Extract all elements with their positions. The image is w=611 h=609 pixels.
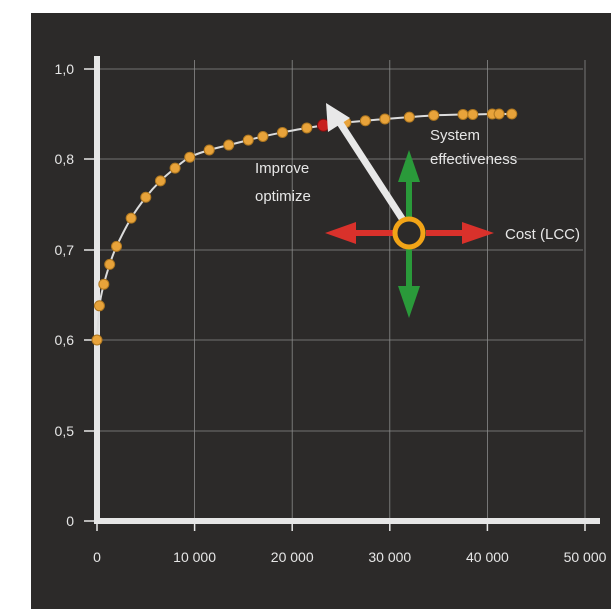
cost-arrow-left-head xyxy=(325,222,356,244)
improve-arrow-shaft xyxy=(337,121,406,222)
cost-label: Cost (LCC) xyxy=(505,226,580,243)
y-tick-label: 1,0 xyxy=(55,61,75,77)
data-point xyxy=(467,108,479,120)
optimize-label: optimize xyxy=(255,188,311,205)
x-tick-label: 10 000 xyxy=(173,549,216,565)
x-tick-label: 40 000 xyxy=(466,549,509,565)
x-tick-label: 30 000 xyxy=(368,549,411,565)
y-tick-label: 0 xyxy=(66,513,74,529)
data-point xyxy=(184,151,196,163)
y-axis-ticks: 0 0,5 0,6 0,7 0,8 1,0 xyxy=(55,61,97,529)
data-point xyxy=(223,139,235,151)
data-point xyxy=(169,162,181,174)
y-tick-label: 0,8 xyxy=(55,151,75,167)
data-point xyxy=(257,131,269,142)
y-tick-label: 0,6 xyxy=(55,332,75,348)
data-point xyxy=(91,334,103,346)
grid-lines xyxy=(97,60,586,521)
improve-label: Improve xyxy=(255,160,309,177)
effectiveness-arrow-down-head xyxy=(398,286,420,318)
data-point xyxy=(98,278,110,290)
x-tick-label: 50 000 xyxy=(564,549,607,565)
effectiveness-arrows xyxy=(398,150,420,318)
data-point xyxy=(428,109,440,121)
current-position-ring xyxy=(392,216,426,250)
effectiveness-label: effectiveness xyxy=(430,151,517,168)
data-point xyxy=(154,175,166,187)
data-point xyxy=(276,126,288,138)
data-point xyxy=(93,300,105,312)
data-point xyxy=(104,258,116,270)
data-point xyxy=(125,212,137,224)
effectiveness-arrow-up-head xyxy=(398,150,420,182)
system-label: System xyxy=(430,127,480,144)
improve-arrow xyxy=(326,103,406,222)
data-point xyxy=(457,108,469,120)
data-point xyxy=(403,111,415,123)
cost-arrows xyxy=(325,222,494,244)
trend-curve xyxy=(96,112,512,341)
data-point xyxy=(359,115,371,127)
x-axis-ticks: 0 10 000 20 000 30 000 40 000 50 000 xyxy=(93,521,607,565)
x-tick-label: 0 xyxy=(93,549,101,565)
data-point xyxy=(203,144,215,156)
data-point xyxy=(111,240,123,252)
data-point xyxy=(301,122,313,134)
improve-arrow-head xyxy=(326,103,350,132)
data-point xyxy=(506,108,518,120)
y-tick-label: 0,7 xyxy=(55,242,75,258)
data-point xyxy=(242,134,254,146)
axes xyxy=(94,56,600,524)
data-points xyxy=(91,108,518,346)
data-point xyxy=(140,191,152,203)
data-point xyxy=(493,108,505,120)
cost-arrow-right-head xyxy=(462,222,494,244)
x-tick-label: 20 000 xyxy=(271,549,314,565)
y-tick-label: 0,5 xyxy=(55,423,75,439)
data-point xyxy=(379,113,391,125)
